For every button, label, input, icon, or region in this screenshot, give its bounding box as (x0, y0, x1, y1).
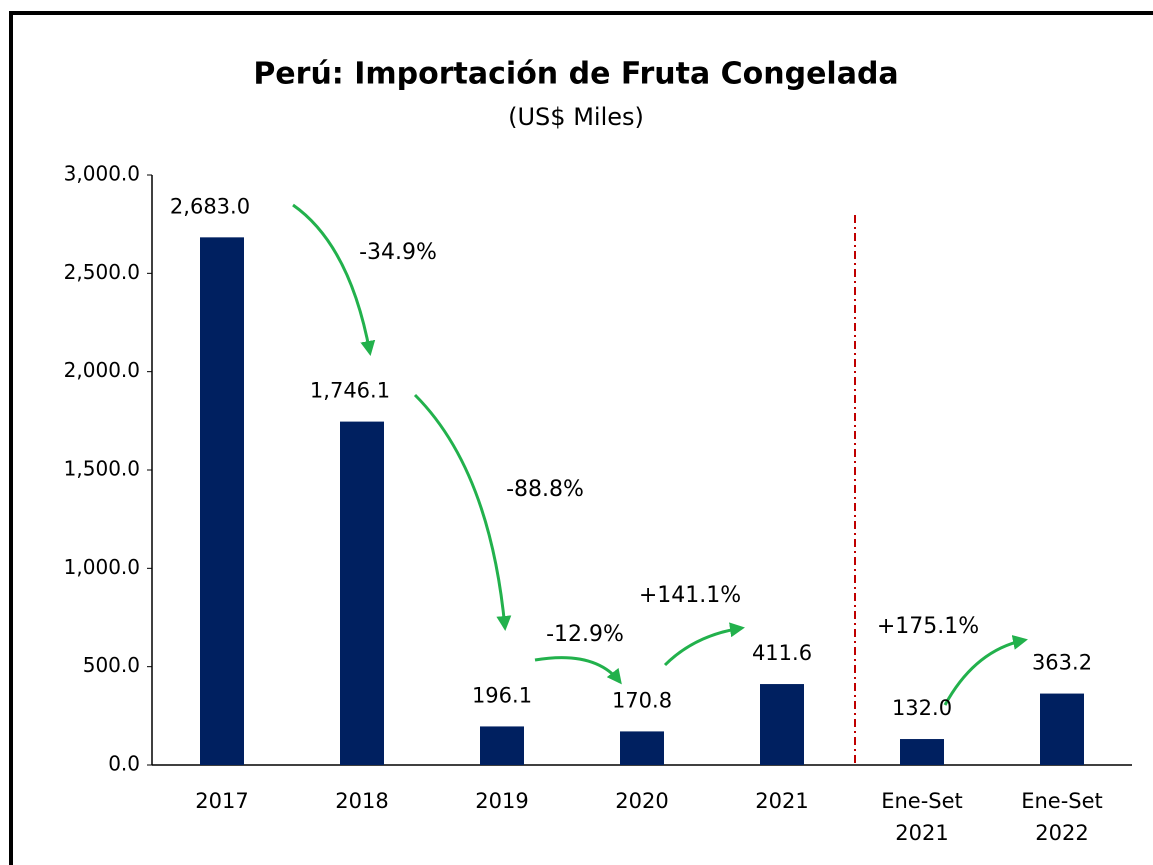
data-label: 132.0 (892, 696, 952, 720)
y-tick-label: 2,000.0 (64, 358, 140, 382)
annotation: +175.1% (877, 614, 979, 639)
y-tick-label: 3,000.0 (64, 162, 140, 186)
y-tick-label: 1,500.0 (64, 457, 140, 481)
arrow (943, 635, 1028, 706)
bar (1040, 693, 1084, 765)
x-tick-label: 2018 (335, 789, 389, 813)
x-tick-label: Ene-Set 2022 (1021, 789, 1103, 845)
arrow (534, 656, 622, 685)
x-tick-label: 2019 (475, 789, 529, 813)
data-label: 196.1 (472, 683, 532, 707)
arrows (292, 203, 1028, 706)
annotation: -34.9% (359, 240, 437, 265)
data-label: 2,683.0 (170, 194, 250, 218)
bar (760, 684, 804, 765)
data-label: 363.2 (1032, 651, 1092, 675)
bar (200, 237, 244, 766)
y-tick-label: 500.0 (83, 653, 140, 677)
annotation: -88.8% (506, 477, 584, 502)
x-tick-label: 2021 (755, 789, 809, 813)
arrow (292, 203, 376, 356)
data-label: 1,746.1 (310, 379, 390, 403)
x-tick-label: Ene-Set 2021 (881, 789, 963, 845)
y-tick-label: 1,000.0 (64, 555, 140, 579)
y-tick-label: 2,500.0 (64, 260, 140, 284)
data-label: 170.8 (612, 688, 672, 712)
arrow (413, 393, 512, 631)
y-tick-label: 0.0 (108, 752, 140, 776)
bar (900, 739, 944, 765)
chart-border (9, 11, 1153, 865)
bar (480, 726, 524, 765)
x-tick-label: 2020 (615, 789, 669, 813)
bar (340, 421, 384, 765)
data-label: 411.6 (752, 641, 812, 665)
chart-title: Perú: Importación de Fruta Congelada (253, 57, 898, 92)
chart-subtitle: (US$ Miles) (508, 103, 644, 131)
arrow (663, 622, 745, 667)
annotation: +141.1% (639, 583, 741, 608)
annotation: -12.9% (546, 622, 624, 647)
x-tick-label: 2017 (195, 789, 249, 813)
bar (620, 731, 664, 765)
